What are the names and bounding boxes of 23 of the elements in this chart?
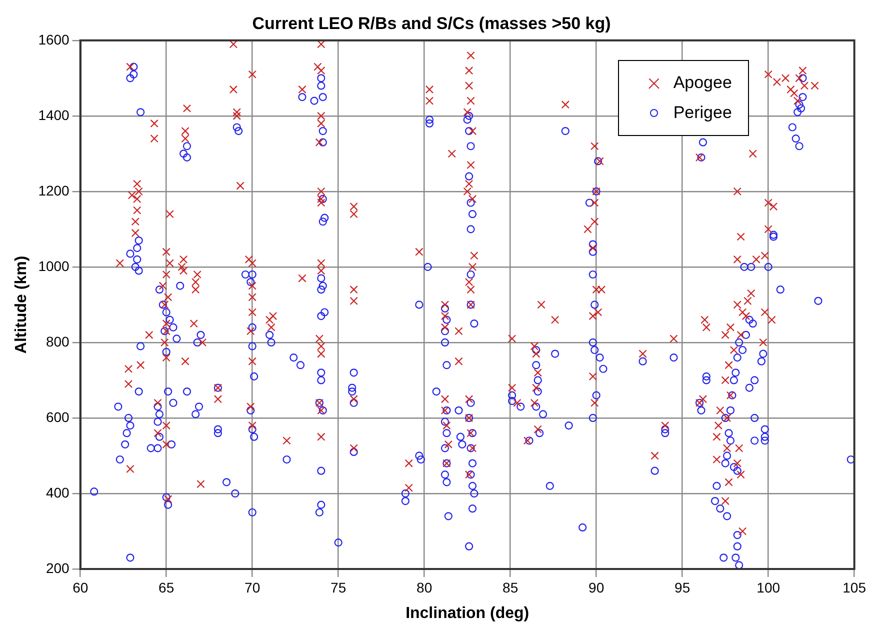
x-tick-label: 60 [72,579,88,596]
y-tick-label: 1400 [38,106,70,123]
x-tick-label: 75 [330,579,346,596]
legend-label: Apogee [673,73,732,94]
x-tick-label: 100 [756,579,780,596]
x-tick-label: 65 [158,579,174,596]
y-tick-label: 800 [46,333,70,350]
y-tick-label: 400 [46,484,70,500]
y-tick-label: 1200 [38,182,70,198]
legend-label: Perigee [673,103,732,124]
y-axis-title: Altitude (km) [13,256,30,354]
x-tick-label: 95 [674,579,690,596]
y-tick-label: 1000 [38,258,70,274]
x-tick-label: 85 [502,579,518,596]
x-tick-label: 90 [588,579,604,596]
chart-title: Current LEO R/Bs and S/Cs (masses >50 kg) [252,14,611,33]
x-tick-label: 80 [416,579,432,596]
x-tick-label: 105 [842,579,866,596]
y-tick-label: 1600 [38,31,70,48]
x-tick-label: 70 [244,579,260,596]
y-tick-label: 600 [46,408,70,425]
y-tick-label: 200 [46,560,70,576]
x-axis-title: Inclination (deg) [406,604,530,622]
